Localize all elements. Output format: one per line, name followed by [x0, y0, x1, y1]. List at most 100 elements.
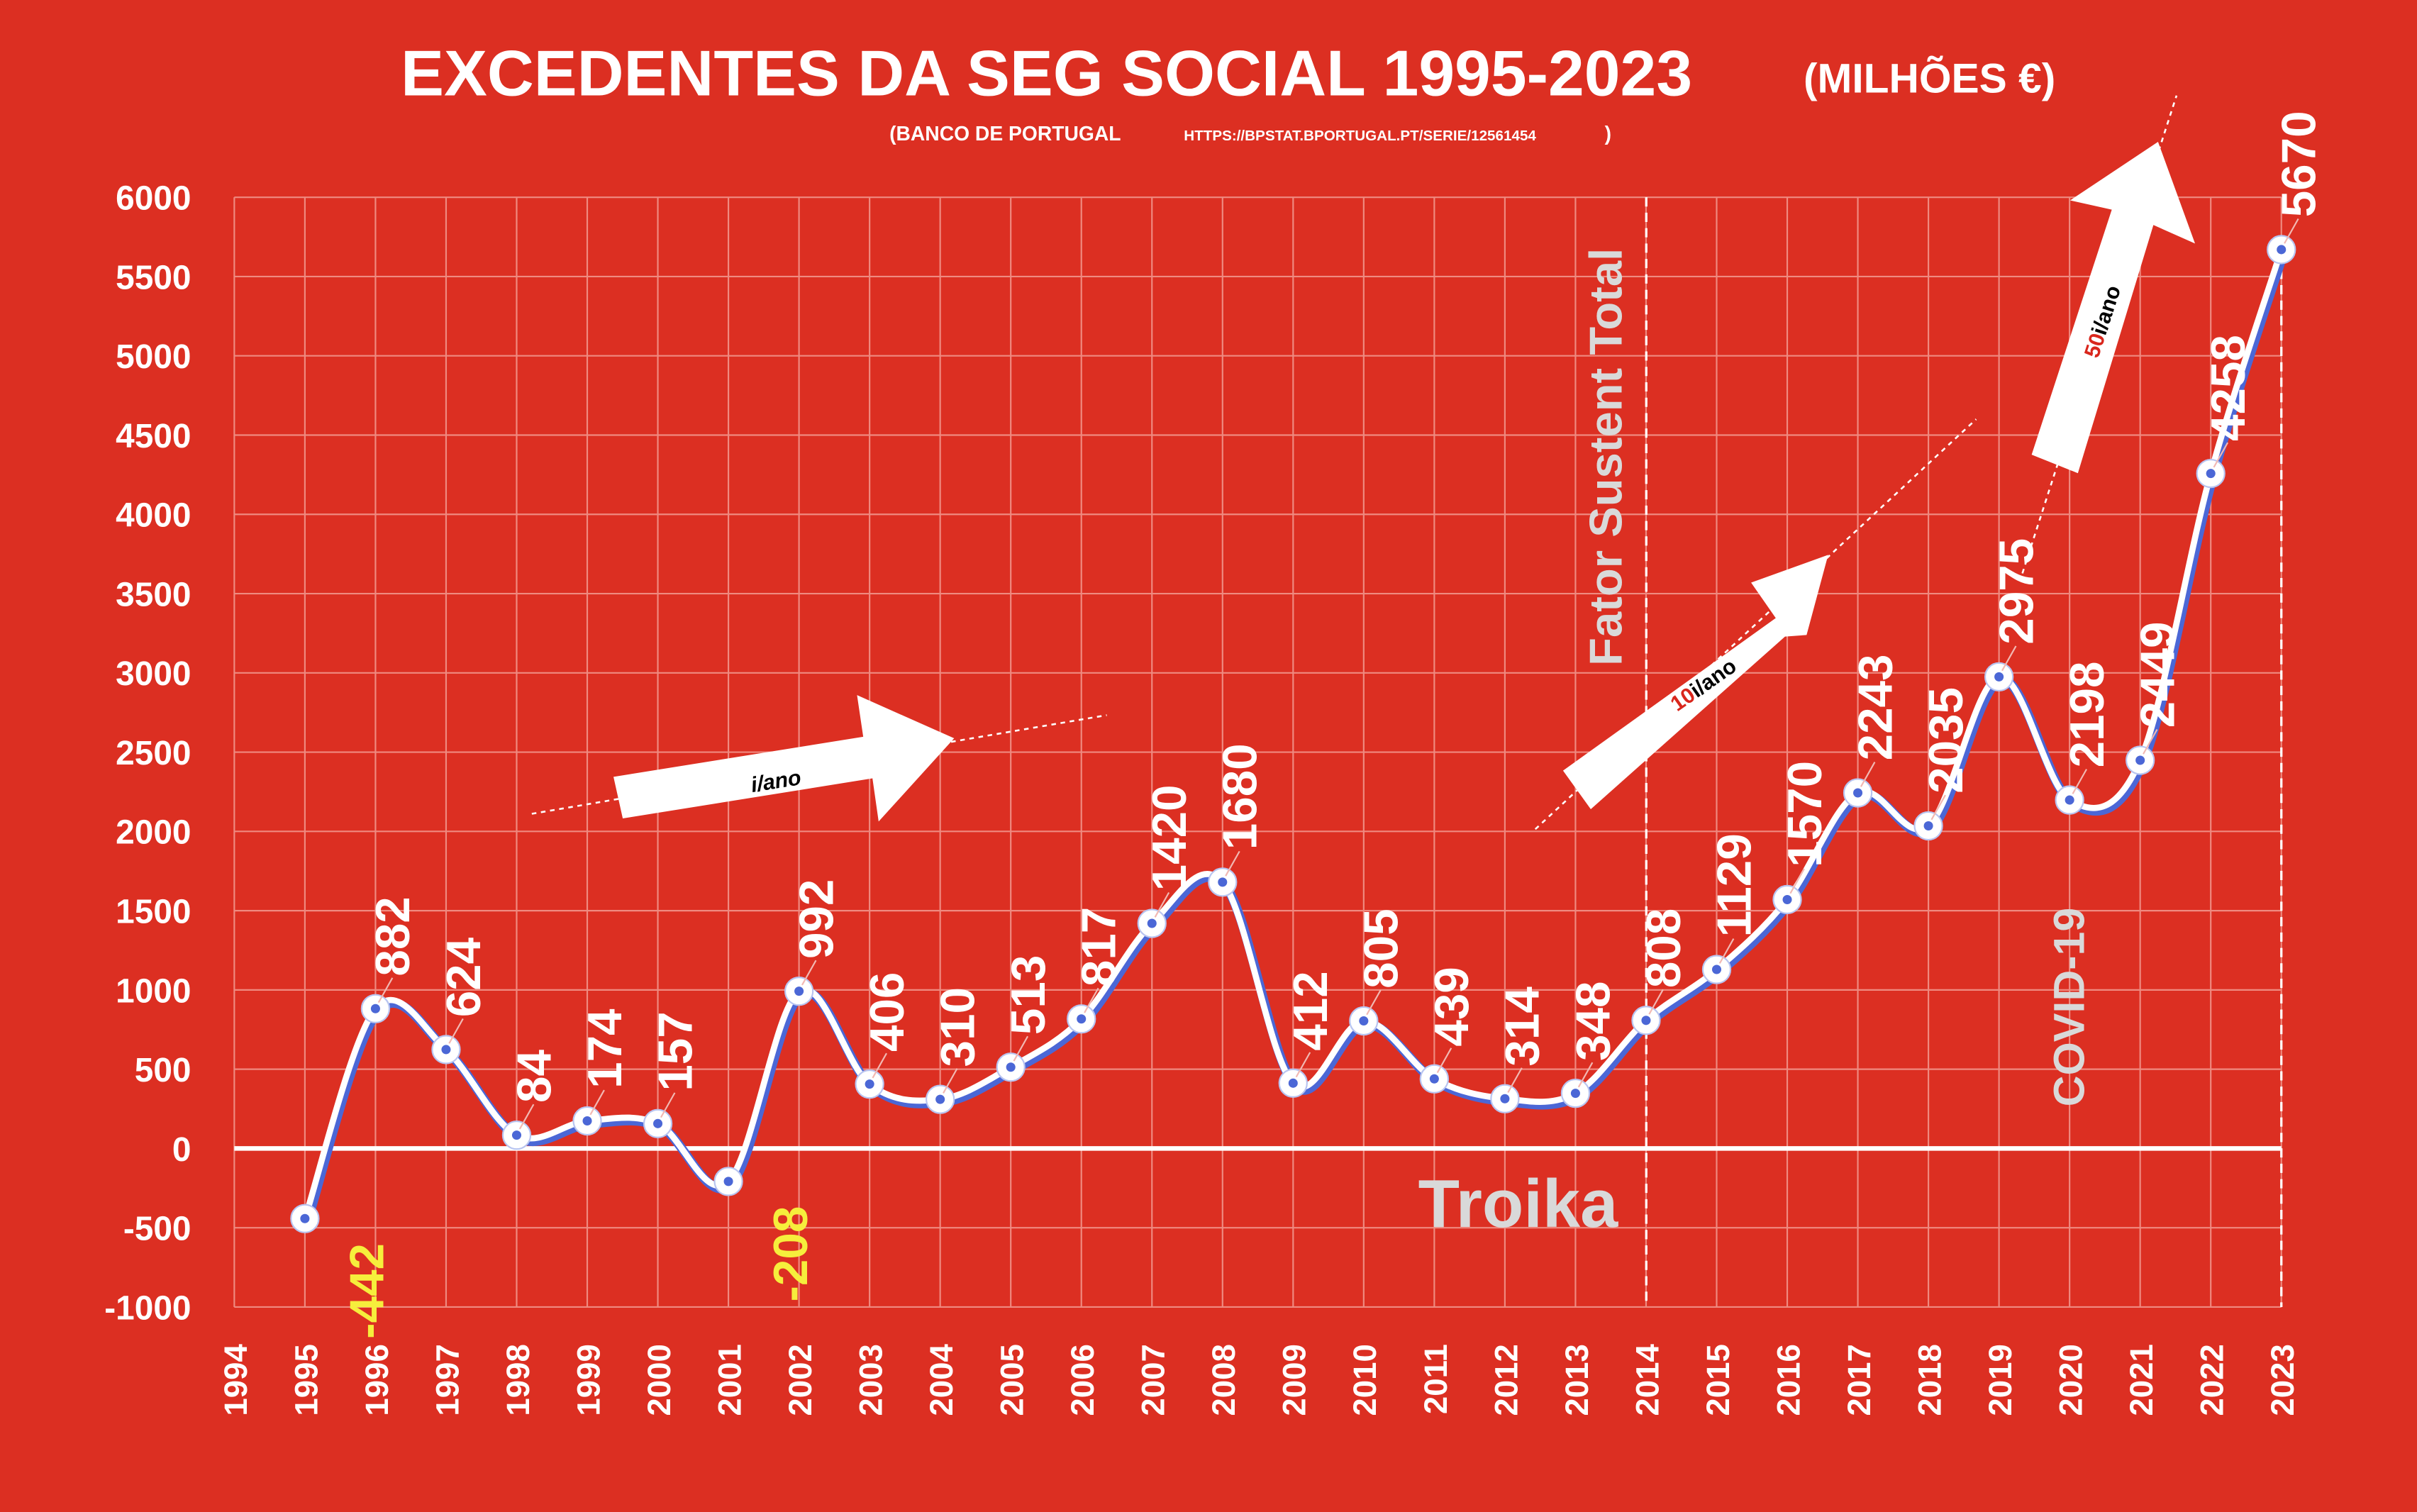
- chart-title: EXCEDENTES DA SEG SOCIAL 1995-2023: [401, 38, 1692, 110]
- data-point-dot: [1218, 877, 1228, 887]
- data-point-dot: [1147, 918, 1157, 928]
- data-label-leader: [1648, 989, 1664, 1015]
- data-label: 1129: [1708, 833, 1761, 937]
- y-tick-label: 500: [135, 1052, 191, 1089]
- x-tick-label: 2013: [1559, 1344, 1595, 1416]
- x-tick-label: 2014: [1629, 1343, 1665, 1416]
- y-tick-label: 1500: [116, 893, 191, 930]
- x-tick-label: 2005: [994, 1344, 1030, 1416]
- data-label: 4258: [2202, 335, 2255, 441]
- data-label: 314: [1496, 986, 1550, 1067]
- x-tick-label: 2008: [1206, 1344, 1242, 1416]
- x-tick-label: 2017: [1841, 1344, 1877, 1416]
- data-label: 406: [861, 972, 914, 1052]
- x-tick-label: 2007: [1135, 1344, 1172, 1416]
- data-label: -442: [341, 1243, 394, 1339]
- data-label: 2198: [2061, 662, 2114, 768]
- y-tick-label: 0: [172, 1131, 191, 1169]
- x-tick-label: 2019: [1982, 1344, 2018, 1416]
- data-point-dot: [1359, 1016, 1369, 1025]
- data-label: 992: [790, 879, 843, 959]
- data-label-leader: [1577, 1062, 1594, 1088]
- trend-arrow-1-shape: [613, 695, 955, 822]
- data-label: 439: [1426, 967, 1479, 1046]
- data-label-leader: [518, 1104, 535, 1130]
- x-tick-label: 2020: [2053, 1344, 2089, 1416]
- data-point-dot: [1782, 894, 1792, 904]
- data-point: [1349, 1006, 1379, 1036]
- x-tick-label: 1996: [359, 1344, 395, 1416]
- data-point: [1772, 884, 1802, 915]
- x-tick-label: 1994: [218, 1343, 254, 1416]
- y-tick-label: -1000: [104, 1289, 191, 1327]
- x-tick-label: 2010: [1347, 1344, 1383, 1416]
- data-label: 5670: [2273, 111, 2326, 217]
- data-point-dot: [1994, 672, 2004, 682]
- data-point: [713, 1167, 743, 1196]
- data-point: [290, 1204, 320, 1233]
- x-tick-label: 2018: [1911, 1344, 1948, 1416]
- x-tick-label: 2000: [641, 1344, 677, 1416]
- source-url: HTTPS://BPSTAT.BPORTUGAL.PT/SERIE/125614…: [1184, 128, 1536, 144]
- data-point-dot: [2135, 755, 2145, 765]
- data-label: 513: [1002, 955, 1055, 1035]
- data-point-dot: [2206, 469, 2216, 479]
- data-label-leader: [1295, 1052, 1311, 1078]
- data-point: [2267, 235, 2296, 265]
- data-point: [501, 1120, 532, 1150]
- x-tick-label: 2011: [1418, 1344, 1454, 1414]
- data-point-dot: [794, 986, 804, 996]
- trend-arrow-2-shape: [1562, 555, 1828, 809]
- y-tick-label: 2500: [116, 735, 191, 772]
- data-point-dot: [935, 1094, 945, 1104]
- data-point: [1208, 867, 1238, 897]
- y-tick-label: 4500: [116, 418, 191, 455]
- y-tick-label: -500: [123, 1211, 191, 1248]
- chart-source: (BANCO DE PORTUGAL HTTPS://BPSTAT.BPORTU…: [889, 122, 1611, 145]
- y-tick-label: 3000: [116, 655, 191, 693]
- source-prefix: (BANCO DE PORTUGAL: [889, 122, 1121, 145]
- data-point-dot: [370, 1004, 380, 1013]
- data-label: 1570: [1779, 761, 1832, 867]
- data-point-dot: [1500, 1094, 1510, 1104]
- y-tick-label: 3500: [116, 576, 191, 613]
- y-tick-label: 6000: [116, 180, 191, 218]
- data-label-leader: [1930, 794, 1946, 821]
- y-axis-tick-labels: -1000 -500 0 500 1000 1500 2000 2500 3000 3500 400…: [104, 180, 191, 1328]
- data-label: 805: [1355, 908, 1408, 988]
- data-point: [926, 1084, 955, 1114]
- data-point-dot: [2277, 245, 2287, 255]
- data-point-dot: [1711, 965, 1722, 974]
- data-point-dot: [653, 1118, 663, 1128]
- annotation-fator-sustent: Fator Sustent Total: [1579, 248, 1631, 666]
- data-point: [2126, 745, 2155, 775]
- data-point-dot: [1923, 821, 1933, 831]
- annotation-covid: COVID-19: [2045, 908, 2094, 1107]
- data-point: [431, 1035, 461, 1064]
- x-tick-label: 2003: [853, 1344, 889, 1416]
- data-label-leader: [1225, 850, 1240, 877]
- data-point: [1984, 662, 2014, 692]
- data-point: [2196, 458, 2226, 489]
- data-label: 174: [579, 1008, 632, 1089]
- x-tick-label: 1999: [570, 1344, 606, 1416]
- data-label: 2449: [2131, 621, 2184, 728]
- data-label: 84: [508, 1050, 561, 1103]
- data-point: [360, 994, 391, 1023]
- data-point-dot: [1429, 1074, 1439, 1084]
- x-tick-label: 2006: [1065, 1344, 1101, 1416]
- data-label: 1680: [1214, 743, 1267, 850]
- source-suffix: ): [1605, 122, 1611, 145]
- trend-arrow-3: 50i/ano: [2021, 95, 2196, 574]
- data-point: [1137, 908, 1167, 938]
- data-point: [643, 1108, 673, 1138]
- data-label-leader: [2001, 645, 2017, 672]
- data-point-dot: [1006, 1062, 1016, 1072]
- x-tick-label: 1997: [429, 1344, 465, 1416]
- x-tick-label: 2002: [782, 1344, 818, 1416]
- data-point: [1913, 811, 1943, 841]
- annotation-troika: Troika: [1418, 1166, 1618, 1242]
- data-labels: -442 882 624 84 174 157 -208 992 406 310 513 817 142…: [341, 111, 2326, 1338]
- data-label-leader: [660, 1092, 676, 1118]
